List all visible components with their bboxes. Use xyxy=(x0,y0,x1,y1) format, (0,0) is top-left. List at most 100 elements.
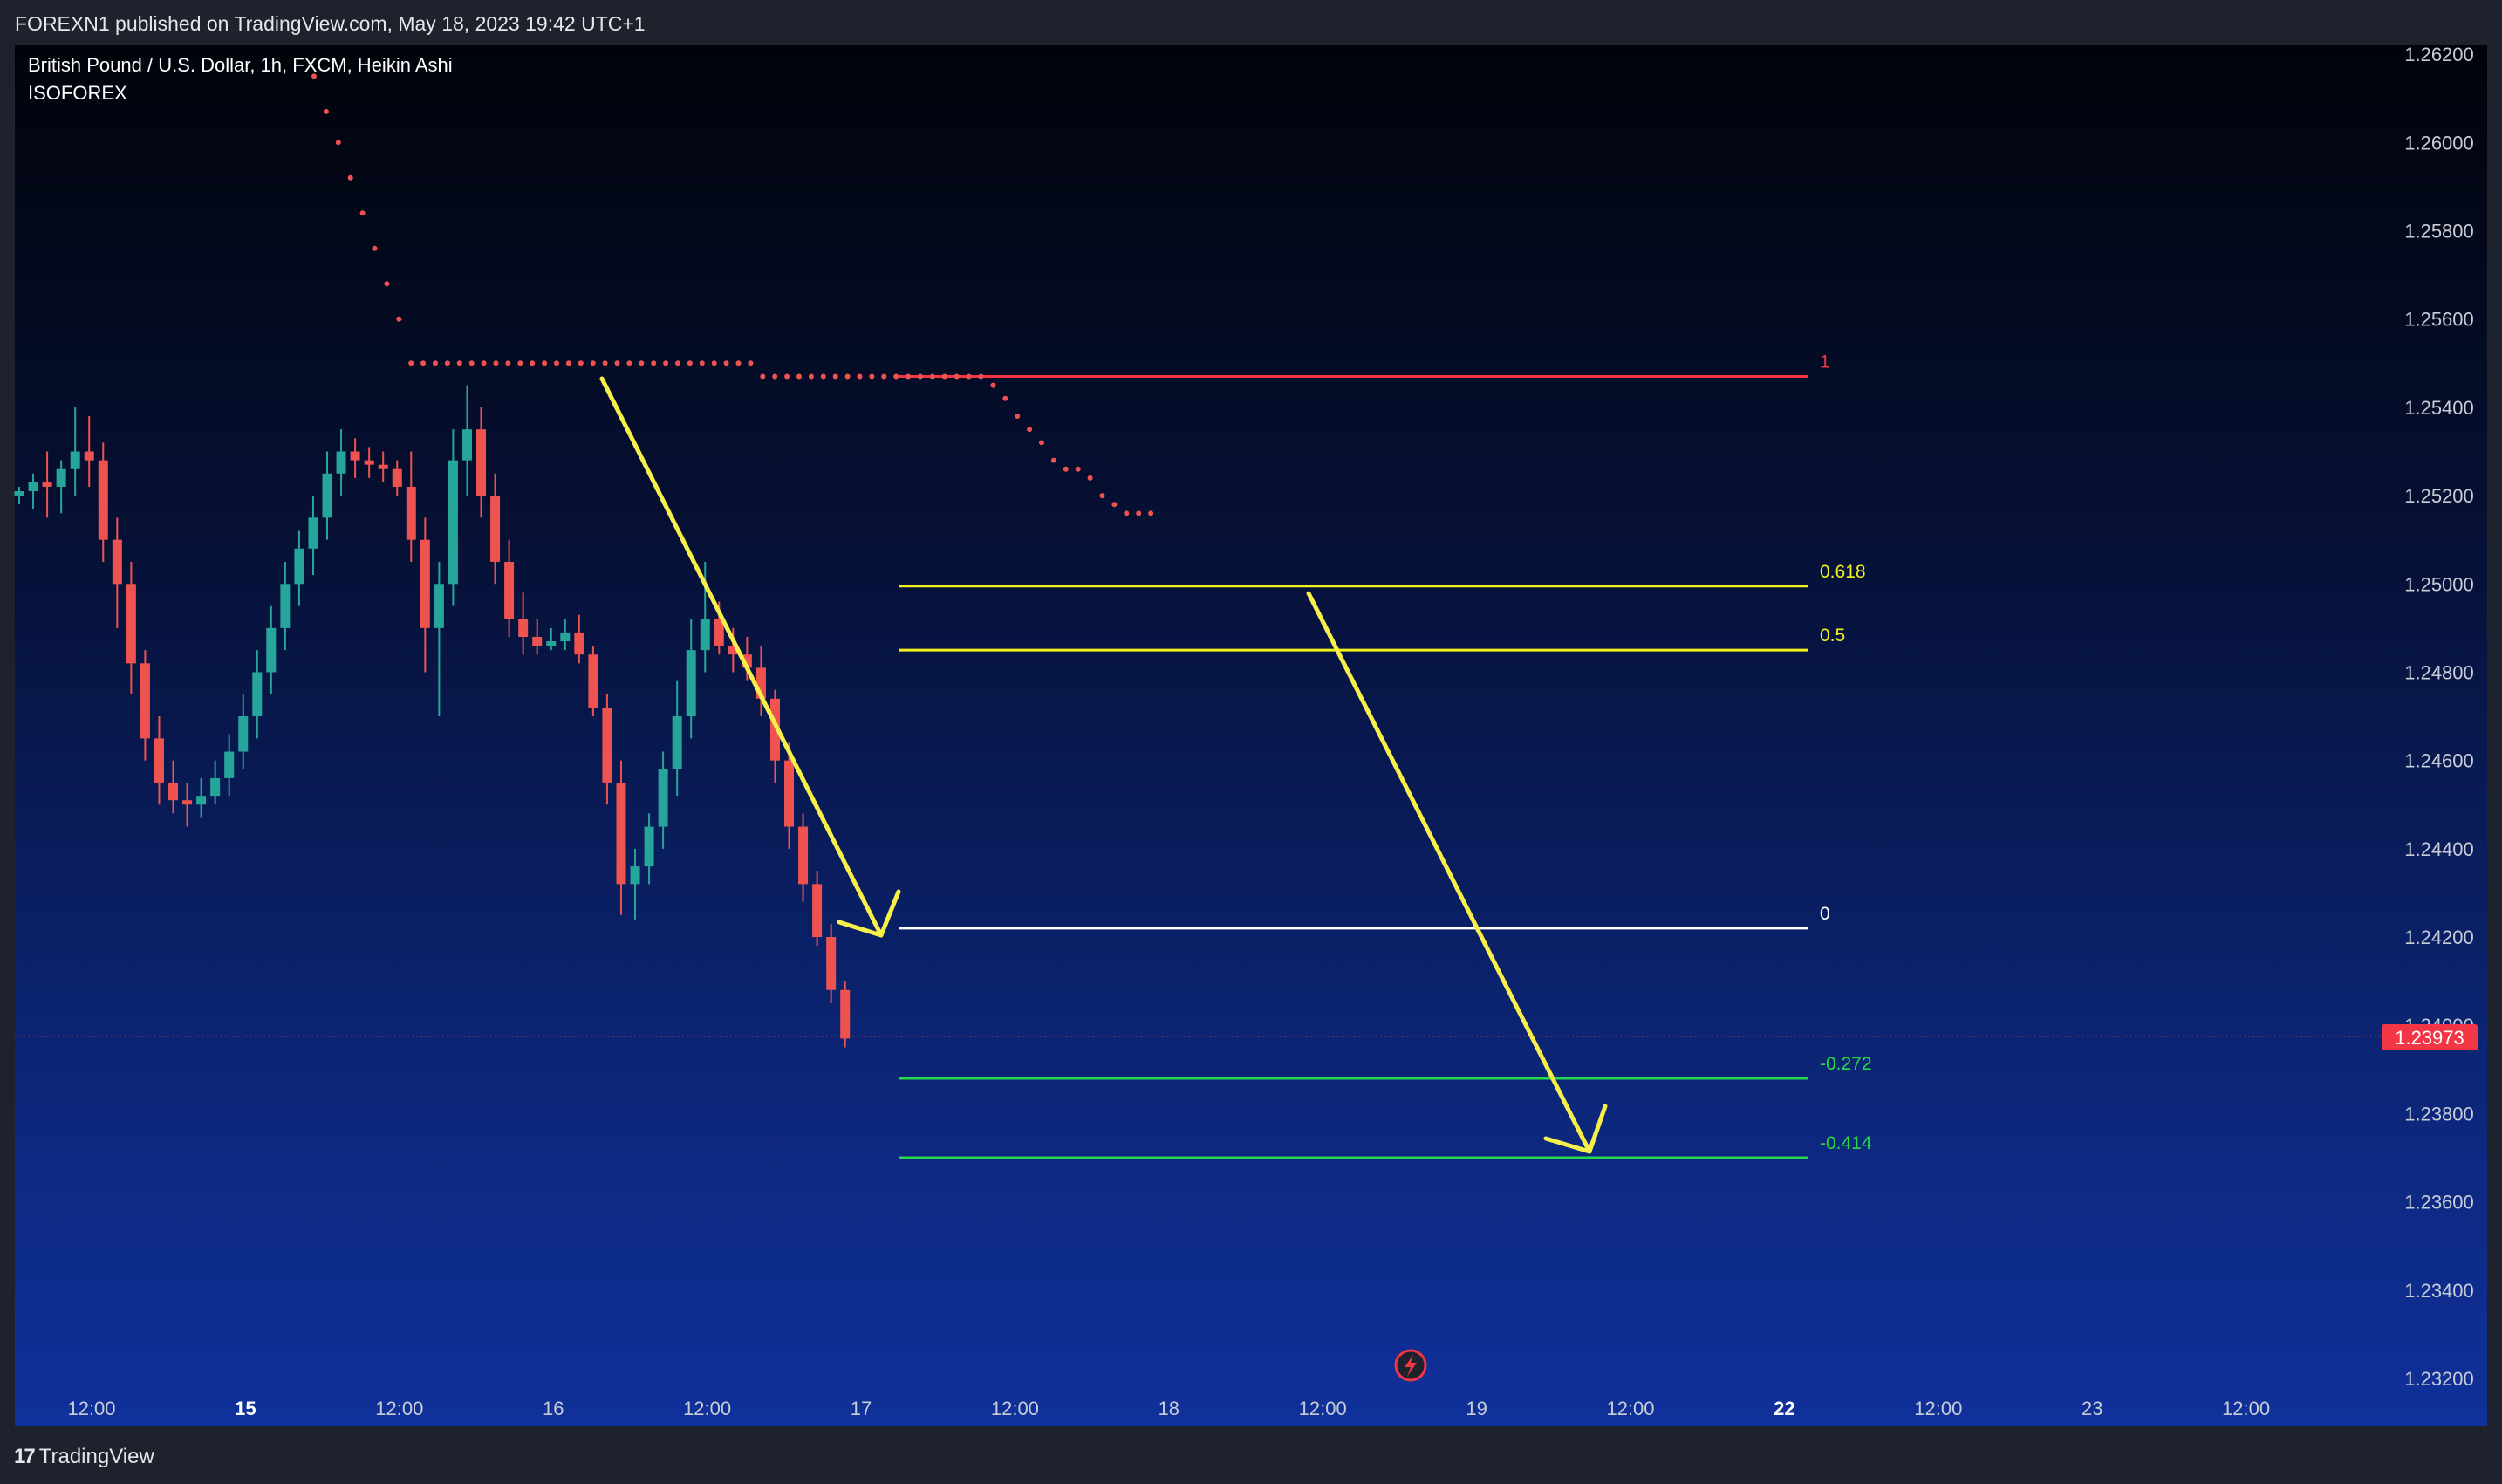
candle-body xyxy=(280,584,291,628)
sar-dot xyxy=(687,360,693,366)
price-tick-label: 1.24800 xyxy=(2404,661,2474,683)
current-price-tag: 1.23973 xyxy=(2382,1024,2478,1050)
publish-info: FOREXN1 published on TradingView.com, Ma… xyxy=(15,12,646,35)
time-tick-label: 17 xyxy=(851,1398,872,1419)
candle-body xyxy=(602,707,612,783)
arrow-line-2[interactable] xyxy=(1306,591,1592,1154)
candle-body xyxy=(755,667,766,699)
sar-dot xyxy=(893,373,899,380)
price-tick-label: 1.23600 xyxy=(2404,1192,2474,1214)
sar-dot xyxy=(639,360,645,366)
price-tick-label: 1.24200 xyxy=(2404,927,2474,948)
sar-dot xyxy=(335,140,341,146)
sar-dot xyxy=(1002,395,1008,401)
candle-body xyxy=(532,636,543,646)
parabolic-sar-series xyxy=(311,73,1154,516)
candle-body xyxy=(336,451,346,474)
candle-body xyxy=(769,698,780,761)
time-tick-label: 22 xyxy=(1774,1398,1794,1419)
sar-dot xyxy=(699,360,705,366)
fibonacci-retracement[interactable]: 1 0.618 0.5 0 -0.272 -0.414 xyxy=(899,352,1872,1159)
candle-body xyxy=(42,482,52,487)
candle-body xyxy=(560,632,571,642)
candle-body xyxy=(182,800,193,805)
sar-dot xyxy=(941,373,947,380)
candle-body xyxy=(714,619,724,646)
sar-dot xyxy=(1015,414,1021,420)
chart-area[interactable] xyxy=(15,45,2487,1426)
tradingview-logo-text: TradingView xyxy=(38,1445,154,1468)
sar-dot xyxy=(408,360,414,366)
svg-text:1.23973: 1.23973 xyxy=(2395,1027,2464,1049)
sar-dot xyxy=(1124,510,1130,516)
sar-dot xyxy=(347,174,353,181)
sar-dot xyxy=(396,316,402,322)
arrow-line-1[interactable] xyxy=(599,376,884,938)
sar-dot xyxy=(918,373,923,380)
price-tick-label: 1.24400 xyxy=(2404,838,2474,860)
price-tick-label: 1.25600 xyxy=(2404,309,2474,331)
sar-dot xyxy=(444,360,450,366)
sar-dot xyxy=(966,373,972,380)
sar-dot xyxy=(311,73,317,79)
sar-dot xyxy=(590,360,596,366)
sar-dot xyxy=(565,360,571,366)
sar-dot xyxy=(748,360,754,366)
candle-body xyxy=(672,716,682,769)
sar-dot xyxy=(711,360,717,366)
fib-level-label: 0 xyxy=(1820,904,1830,924)
time-tick-label: 12:00 xyxy=(1914,1398,1962,1419)
candle-body xyxy=(826,937,837,990)
sar-dot xyxy=(857,373,863,380)
indicator-name[interactable]: ISOFOREX xyxy=(28,82,127,104)
publish-header: FOREXN1 published on TradingView.com, Ma… xyxy=(0,0,2502,45)
candle-body xyxy=(168,782,179,801)
candle-body xyxy=(784,760,795,827)
sar-dot xyxy=(760,373,766,380)
time-tick-label: 12:00 xyxy=(2222,1398,2270,1419)
sar-dot xyxy=(468,360,475,366)
candle-body xyxy=(406,486,416,540)
sar-dot xyxy=(1039,440,1044,446)
trend-arrows[interactable] xyxy=(599,376,1608,1154)
time-tick-label: 15 xyxy=(235,1398,256,1419)
candle-body xyxy=(238,716,249,752)
sar-dot xyxy=(614,360,620,366)
candle-body xyxy=(224,751,235,778)
price-tick-label: 1.26000 xyxy=(2404,132,2474,154)
candle-body xyxy=(448,460,458,585)
price-tick-label: 1.24600 xyxy=(2404,750,2474,772)
sar-dot xyxy=(1050,457,1056,463)
time-tick-label: 12:00 xyxy=(991,1398,1039,1419)
sar-dot xyxy=(542,360,548,366)
sar-dot xyxy=(481,360,487,366)
candle-body xyxy=(518,619,529,637)
sar-dot xyxy=(1136,510,1142,516)
candle-body xyxy=(644,826,654,867)
symbol-title[interactable]: British Pound / U.S. Dollar, 1h, FXCM, H… xyxy=(28,54,453,76)
time-tick-label: 12:00 xyxy=(67,1398,115,1419)
time-tick-label: 16 xyxy=(543,1398,564,1419)
time-axis[interactable]: 12:00 15 12:00 16 12:00 17 12:00 18 12:00 19 12:00… xyxy=(67,1398,2270,1419)
candle-body xyxy=(840,989,851,1039)
sar-dot xyxy=(1087,475,1093,481)
price-tick-label: 1.25000 xyxy=(2404,573,2474,595)
sar-dot xyxy=(554,360,559,366)
price-tick-label: 1.25400 xyxy=(2404,397,2474,419)
price-axis[interactable]: 1.26200 1.26000 1.25800 1.25600 1.25400 1.252… xyxy=(2404,44,2474,1390)
sar-dot xyxy=(433,360,438,366)
tradingview-logo[interactable]: 17 TradingView xyxy=(14,1445,154,1469)
candle-body xyxy=(196,796,207,805)
candle-body xyxy=(546,641,557,646)
price-tick-label: 1.25800 xyxy=(2404,221,2474,243)
candle-body xyxy=(504,561,515,619)
candle-body xyxy=(742,654,752,668)
sar-dot xyxy=(784,373,790,380)
lightning-icon[interactable] xyxy=(1394,1349,1427,1382)
sar-dot xyxy=(384,281,390,287)
candle-body xyxy=(658,769,668,827)
sar-dot xyxy=(626,360,632,366)
sar-dot xyxy=(869,373,875,380)
sar-dot xyxy=(1111,502,1118,508)
